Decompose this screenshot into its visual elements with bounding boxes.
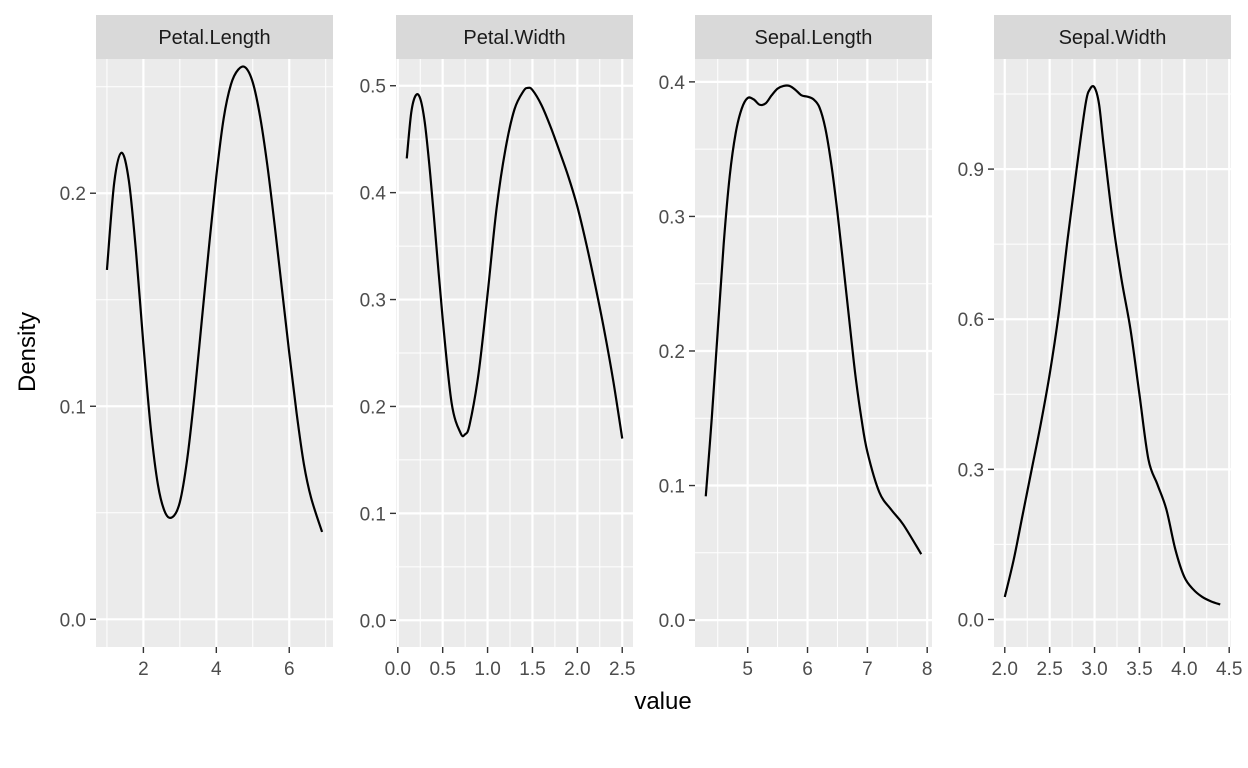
x-tick-label: 2.5 [609,659,635,680]
x-tick-label: 0.5 [429,659,455,680]
panel-petal-length: Petal.Length 2 4 6 0.0 0.1 0.2 [60,15,333,680]
density-line-petal-length [105,65,324,533]
x-axis-title: value [634,688,691,715]
facet-strip-label-petal-length: Petal.Length [158,27,270,49]
y-tick-label: 0.2 [60,184,86,205]
x-tick-label: 3.0 [1081,659,1107,680]
y-tick-label: 0.6 [958,310,984,331]
x-tick-label: 1.0 [474,659,500,680]
facet-strip-label-sepal-length: Sepal.Length [755,27,873,49]
y-tick-label: 0.3 [659,207,685,228]
y-tick-label: 0.0 [958,610,984,631]
facet-strip-label-petal-width: Petal.Width [463,27,565,49]
density-line-sepal-length [704,84,923,555]
y-tick-label: 0.3 [958,460,984,481]
x-tick-label: 2.0 [992,659,1018,680]
x-tick-label: 6 [802,659,813,680]
x-tick-label: 2.0 [564,659,590,680]
y-tick-label: 0.3 [360,291,386,312]
x-tick-label: 1.5 [519,659,545,680]
y-tick-label: 0.5 [360,77,386,98]
facet-strip-sepal-length [695,15,932,59]
y-tick-label: 0.9 [958,160,984,181]
y-tick-label: 0.0 [360,611,386,632]
y-tick-label: 0.1 [360,504,386,525]
panel-sepal-width: Sepal.Width 2.0 2.5 3.0 3.5 4.0 4.5 0.0 0.3 0.6 0.… [958,15,1242,680]
panel-petal-width: Petal.Width 0.0 0.5 1.0 1.5 2.0 2.5 0.0 0.1 0.2 0.… [360,15,635,680]
panel-background-petal-length [96,59,333,647]
y-tick-label: 0.1 [659,477,685,498]
y-tick-label: 0.4 [659,73,686,94]
x-tick-label: 6 [284,659,295,680]
x-tick-label: 7 [862,659,873,680]
x-tick-label: 3.5 [1126,659,1152,680]
y-tick-label: 0.1 [60,397,86,418]
y-tick-label: 0.0 [60,610,86,631]
y-tick-label: 0.2 [360,397,386,418]
x-tick-label: 4 [211,659,222,680]
facet-strip-label-sepal-width: Sepal.Width [1059,27,1167,49]
density-line-sepal-width [1003,85,1221,606]
facet-strip-sepal-width [994,15,1231,59]
panel-background-sepal-length [695,59,932,647]
x-tick-label: 5 [742,659,753,680]
panel-background-sepal-width [994,59,1231,647]
x-tick-label: 2 [138,659,149,680]
y-tick-label: 0.2 [659,342,685,363]
panel-sepal-length: Sepal.Length 5 6 7 8 0.0 0.1 0.2 0.3 0.4 [659,15,933,680]
y-tick-label: 0.4 [360,184,387,205]
y-tick-label: 0.0 [659,611,685,632]
x-tick-label: 2.5 [1036,659,1062,680]
x-tick-label: 4.5 [1216,659,1242,680]
facet-strip-petal-length [96,15,333,59]
facet-strip-petal-width [396,15,633,59]
density-line-petal-width [405,86,624,439]
x-tick-label: 4.0 [1171,659,1197,680]
y-axis-title: Density [14,312,41,392]
x-tick-label: 8 [922,659,933,680]
x-tick-label: 0.0 [385,659,411,680]
